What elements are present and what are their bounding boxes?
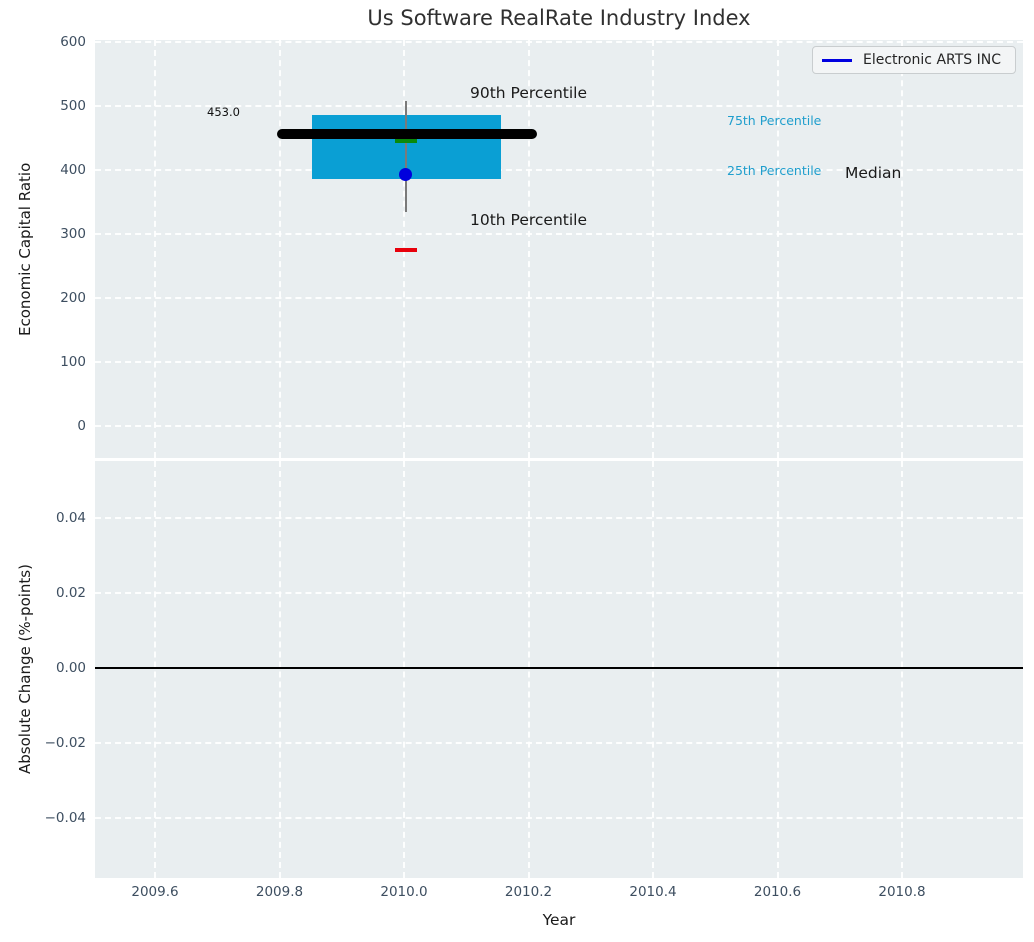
y-tick-label: 0.04 bbox=[55, 510, 86, 526]
gridline-horizontal bbox=[95, 105, 1023, 107]
x-ticks: 2009.6 2009.8 2010.0 2010.2 2010.4 2010.6 2010… bbox=[95, 884, 1023, 904]
y-tick-label: 300 bbox=[60, 226, 86, 242]
y-tick-label: 600 bbox=[60, 34, 86, 50]
x-tick-label: 2009.8 bbox=[255, 884, 304, 900]
y-tick-label: 0 bbox=[77, 418, 86, 434]
gridline-vertical bbox=[901, 461, 903, 878]
y-tick-label: 0.02 bbox=[55, 585, 86, 601]
legend: Electronic ARTS INC bbox=[812, 46, 1016, 74]
y-tick-label: 0.00 bbox=[55, 660, 86, 676]
gridline-vertical bbox=[901, 40, 903, 458]
whisker-line bbox=[405, 101, 407, 212]
y-tick-label: 500 bbox=[60, 98, 86, 114]
x-axis-label: Year bbox=[542, 911, 576, 929]
gridline-vertical bbox=[652, 40, 654, 458]
value-annotation: 453.0 bbox=[207, 105, 240, 119]
p90-annotation: 90th Percentile bbox=[470, 84, 588, 102]
median-annotation: Median bbox=[845, 164, 902, 182]
gridline-horizontal bbox=[95, 297, 1023, 299]
gridline-horizontal bbox=[95, 817, 1023, 819]
top-axes: 453.0 90th Percentile 10th Percentile 75… bbox=[95, 40, 1023, 458]
gridline-horizontal bbox=[95, 233, 1023, 235]
x-tick-label: 2010.2 bbox=[504, 884, 553, 900]
p75-annotation: 75th Percentile bbox=[727, 113, 822, 128]
gridline-horizontal bbox=[95, 517, 1023, 519]
gridline-vertical bbox=[154, 461, 156, 878]
gridline-horizontal bbox=[95, 592, 1023, 594]
x-tick-label: 2010.6 bbox=[753, 884, 802, 900]
x-tick-label: 2010.4 bbox=[629, 884, 677, 900]
gridline-vertical bbox=[527, 461, 530, 878]
p25-annotation: 25th Percentile bbox=[727, 163, 822, 178]
bottom-axes bbox=[95, 461, 1023, 878]
y-tick-label: −0.02 bbox=[44, 735, 86, 751]
gridline-horizontal bbox=[95, 169, 1023, 171]
p90-cap bbox=[395, 139, 417, 143]
gridline-vertical bbox=[278, 461, 281, 878]
p10-annotation: 10th Percentile bbox=[470, 211, 588, 229]
gridline-vertical bbox=[776, 461, 779, 878]
x-tick-label: 2010.8 bbox=[878, 884, 926, 900]
gridline-vertical bbox=[652, 461, 654, 878]
ea-data-point bbox=[399, 168, 412, 181]
zero-baseline bbox=[95, 667, 1023, 669]
y-tick-label: 200 bbox=[60, 290, 86, 306]
legend-line-sample bbox=[822, 58, 852, 62]
y-tick-label: −0.04 bbox=[44, 810, 86, 826]
gridline-horizontal bbox=[95, 361, 1023, 363]
x-tick-label: 2009.6 bbox=[131, 884, 179, 900]
gridline-horizontal bbox=[95, 425, 1023, 427]
gridline-vertical bbox=[527, 40, 530, 458]
y-tick-label: 100 bbox=[60, 354, 86, 370]
y-tick-label: 400 bbox=[60, 162, 86, 178]
gridline-vertical bbox=[403, 461, 405, 878]
gridline-horizontal bbox=[95, 742, 1023, 744]
gridline-vertical bbox=[154, 40, 156, 458]
top-y-ticks: 600 500 400 300 200 100 0 bbox=[0, 34, 86, 458]
legend-label: Electronic ARTS INC bbox=[863, 52, 1002, 68]
gridline-vertical bbox=[278, 40, 281, 458]
p10-cap bbox=[395, 248, 417, 252]
median-line bbox=[277, 129, 537, 139]
gridline-vertical bbox=[776, 40, 779, 458]
bottom-y-ticks: 0.04 0.02 0.00 −0.02 −0.04 bbox=[0, 461, 86, 878]
x-tick-label: 2010.0 bbox=[380, 884, 428, 900]
gridline-horizontal bbox=[95, 41, 1023, 43]
chart-title: Us Software RealRate Industry Index bbox=[367, 6, 751, 30]
